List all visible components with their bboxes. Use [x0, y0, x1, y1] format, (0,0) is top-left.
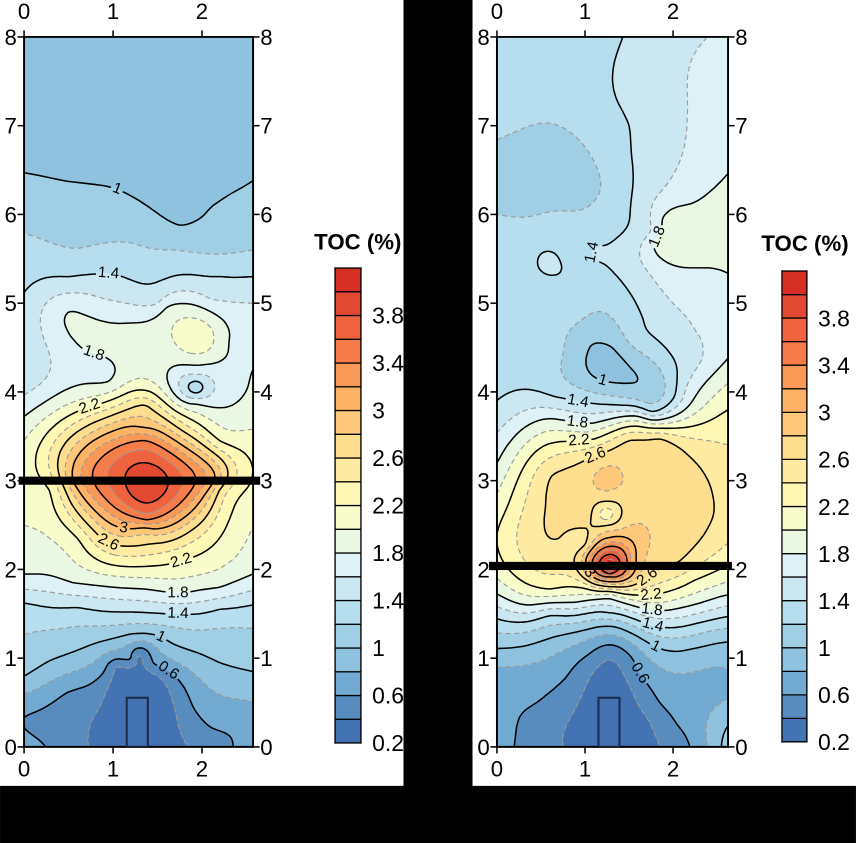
svg-text:5: 5 [477, 291, 489, 316]
svg-text:0: 0 [4, 735, 16, 760]
svg-text:7: 7 [477, 114, 489, 139]
svg-text:0: 0 [735, 735, 747, 760]
svg-text:2: 2 [735, 557, 747, 582]
svg-text:1.8: 1.8 [640, 600, 663, 619]
svg-text:3: 3 [735, 469, 747, 494]
svg-text:3.8: 3.8 [372, 303, 404, 329]
svg-text:1.4: 1.4 [97, 264, 120, 283]
svg-text:6: 6 [260, 202, 272, 227]
svg-text:1: 1 [579, 756, 591, 781]
svg-text:3: 3 [4, 469, 16, 494]
svg-text:6: 6 [4, 202, 16, 227]
svg-text:0.6: 0.6 [372, 683, 404, 709]
svg-text:3: 3 [260, 469, 272, 494]
svg-text:3: 3 [118, 519, 129, 537]
svg-text:5: 5 [260, 291, 272, 316]
svg-text:2.6: 2.6 [582, 444, 608, 468]
svg-text:5: 5 [735, 291, 747, 316]
svg-text:1.8: 1.8 [645, 224, 669, 250]
svg-text:0: 0 [477, 735, 489, 760]
svg-text:1: 1 [4, 646, 16, 671]
svg-text:1.8: 1.8 [818, 541, 850, 567]
svg-text:1.8: 1.8 [167, 584, 188, 601]
svg-text:1.4: 1.4 [818, 588, 850, 614]
svg-text:2: 2 [4, 557, 16, 582]
svg-text:0: 0 [491, 0, 503, 24]
svg-text:2: 2 [667, 756, 679, 781]
svg-text:4: 4 [735, 380, 747, 405]
svg-text:2.2: 2.2 [568, 431, 590, 449]
svg-text:2: 2 [260, 557, 272, 582]
svg-text:4: 4 [260, 380, 272, 405]
svg-text:2.2: 2.2 [640, 585, 663, 604]
svg-text:2: 2 [196, 0, 208, 24]
svg-text:2: 2 [196, 756, 208, 781]
svg-text:3.8: 3.8 [818, 305, 850, 331]
svg-text:2.6: 2.6 [372, 445, 404, 471]
svg-text:2.2: 2.2 [168, 549, 193, 571]
svg-text:2.2: 2.2 [372, 493, 404, 519]
svg-text:3: 3 [477, 469, 489, 494]
svg-text:1.8: 1.8 [372, 540, 404, 566]
svg-text:8: 8 [260, 25, 272, 50]
svg-text:3: 3 [372, 398, 385, 424]
svg-text:3.4: 3.4 [818, 352, 850, 378]
svg-text:6: 6 [477, 202, 489, 227]
svg-text:0: 0 [18, 756, 30, 781]
svg-text:1.8: 1.8 [81, 342, 107, 365]
svg-text:7: 7 [735, 114, 747, 139]
svg-text:1.4: 1.4 [372, 588, 404, 614]
svg-text:1.4: 1.4 [167, 604, 189, 622]
svg-text:2.6: 2.6 [818, 447, 850, 473]
svg-text:TOC (%): TOC (%) [761, 231, 848, 256]
svg-text:1: 1 [372, 635, 385, 661]
svg-text:3: 3 [818, 400, 831, 426]
svg-text:1: 1 [260, 646, 272, 671]
svg-text:7: 7 [4, 114, 16, 139]
svg-text:1: 1 [107, 756, 119, 781]
svg-text:1: 1 [579, 0, 591, 24]
svg-text:1.4: 1.4 [566, 391, 590, 412]
svg-text:1: 1 [735, 646, 747, 671]
svg-text:2.2: 2.2 [818, 494, 850, 520]
svg-text:1: 1 [818, 635, 831, 661]
svg-text:2.2: 2.2 [77, 395, 103, 418]
svg-text:TOC (%): TOC (%) [314, 229, 401, 254]
svg-text:5: 5 [4, 291, 16, 316]
svg-text:1: 1 [107, 0, 119, 24]
svg-text:2: 2 [477, 557, 489, 582]
svg-text:1.8: 1.8 [566, 412, 589, 431]
svg-text:0: 0 [18, 0, 30, 24]
svg-text:1.4: 1.4 [581, 240, 602, 265]
svg-text:8: 8 [477, 25, 489, 50]
svg-text:8: 8 [735, 25, 747, 50]
svg-text:0.2: 0.2 [818, 729, 850, 755]
svg-text:0.6: 0.6 [818, 682, 850, 708]
svg-text:4: 4 [477, 380, 489, 405]
svg-text:0: 0 [260, 735, 272, 760]
svg-text:4: 4 [4, 380, 16, 405]
svg-text:1.4: 1.4 [641, 614, 666, 636]
svg-text:2: 2 [667, 0, 679, 24]
svg-text:7: 7 [260, 114, 272, 139]
svg-text:1: 1 [477, 646, 489, 671]
svg-text:3.4: 3.4 [372, 350, 404, 376]
svg-text:0.2: 0.2 [372, 730, 404, 756]
svg-text:8: 8 [4, 25, 16, 50]
svg-text:6: 6 [735, 202, 747, 227]
svg-text:0: 0 [491, 756, 503, 781]
